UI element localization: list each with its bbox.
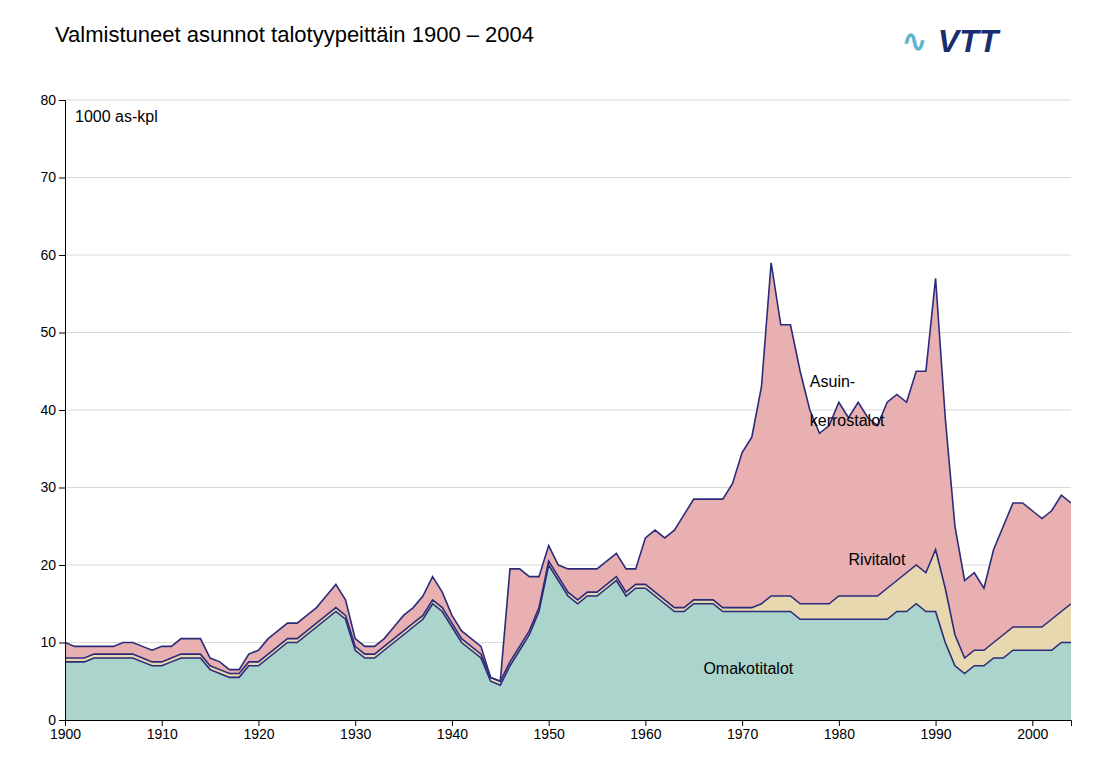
- tick: 1920: [243, 720, 274, 742]
- tick-mark: [59, 565, 65, 566]
- grid-line: [65, 100, 1071, 101]
- tick-label: 30: [40, 479, 56, 495]
- tick-label: 50: [40, 324, 56, 340]
- tick-label: 1940: [437, 726, 468, 742]
- tick-mark: [59, 410, 65, 411]
- marks: [65, 263, 1071, 720]
- annotation: Asuin-: [810, 373, 855, 390]
- plot: 1900 1910 1920 1930 1940 1950 1960 1970 1980 1990…: [40, 92, 1071, 742]
- y-axis: 0 10 20 30 40 50 60 70 80: [40, 92, 65, 728]
- tick-mark: [59, 643, 65, 644]
- area: [65, 263, 1071, 682]
- tick: 1990: [920, 720, 951, 742]
- tick-label: 20: [40, 557, 56, 573]
- annotation: kerrostalot: [810, 412, 885, 429]
- tick-label: 40: [40, 402, 56, 418]
- tick-label: 70: [40, 169, 56, 185]
- tick: 1970: [727, 720, 758, 742]
- tick: 30: [40, 479, 65, 495]
- tick-label: 0: [48, 712, 56, 728]
- title: Valmistuneet asunnot talotyypeittäin 190…: [55, 22, 534, 47]
- tick: 70: [40, 169, 65, 185]
- tick-mark: [59, 720, 65, 721]
- tick: 1960: [630, 720, 661, 742]
- tick: 1950: [534, 720, 565, 742]
- grid-line: [65, 255, 1071, 256]
- grid: [65, 100, 1071, 720]
- tick-label: 1910: [147, 726, 178, 742]
- tick-label: 1990: [920, 726, 951, 742]
- boundary-line: [65, 565, 1071, 685]
- tick: 1940: [437, 720, 468, 742]
- tick: 2000: [1017, 720, 1048, 742]
- tick-label: 1900: [50, 726, 81, 742]
- tick: 20: [40, 557, 65, 573]
- logo-text: ∿: [901, 23, 928, 59]
- tick: 1910: [147, 720, 178, 742]
- tick: 40: [40, 402, 65, 418]
- tick-label: 1980: [824, 726, 855, 742]
- annotations: Asuin-kerrostalot Rivitalot Omakotitalot ∿ V…: [703, 23, 1000, 677]
- tick-mark: [59, 333, 65, 334]
- tick-label: 1950: [534, 726, 565, 742]
- tick: 1980: [824, 720, 855, 742]
- tick: 1930: [340, 720, 371, 742]
- x-axis: 1900 1910 1920 1930 1940 1950 1960 1970 1980 1990…: [50, 720, 1072, 742]
- tick-label: 80: [40, 92, 56, 108]
- axis-line: [59, 101, 66, 721]
- tick: 10: [40, 634, 65, 650]
- tick: 80: [40, 92, 65, 108]
- chart: Valmistuneet asunnot talotyypeittäin 190…: [0, 0, 1111, 770]
- tick-mark: [59, 178, 65, 179]
- grid-line: [65, 177, 1071, 178]
- tick-mark: [59, 100, 65, 101]
- y-axis-label: 1000 as-kpl: [75, 108, 158, 125]
- tick-mark: [59, 255, 65, 256]
- tick-label: 2000: [1017, 726, 1048, 742]
- tick-label: 1930: [340, 726, 371, 742]
- annotation: Rivitalot: [849, 551, 906, 568]
- boundary-line: [65, 263, 1071, 682]
- tick-label: 1970: [727, 726, 758, 742]
- annotation: Omakotitalot: [703, 660, 793, 677]
- grid-line: [65, 332, 1071, 333]
- tick: 50: [40, 324, 65, 340]
- logo-text: VTT: [938, 23, 1001, 59]
- tick: 0: [48, 712, 65, 728]
- tick-mark: [59, 488, 65, 489]
- tick-label: 1960: [630, 726, 661, 742]
- tick-label: 1920: [243, 726, 274, 742]
- tick-label: 60: [40, 247, 56, 263]
- tick: 60: [40, 247, 65, 263]
- tick-label: 10: [40, 634, 56, 650]
